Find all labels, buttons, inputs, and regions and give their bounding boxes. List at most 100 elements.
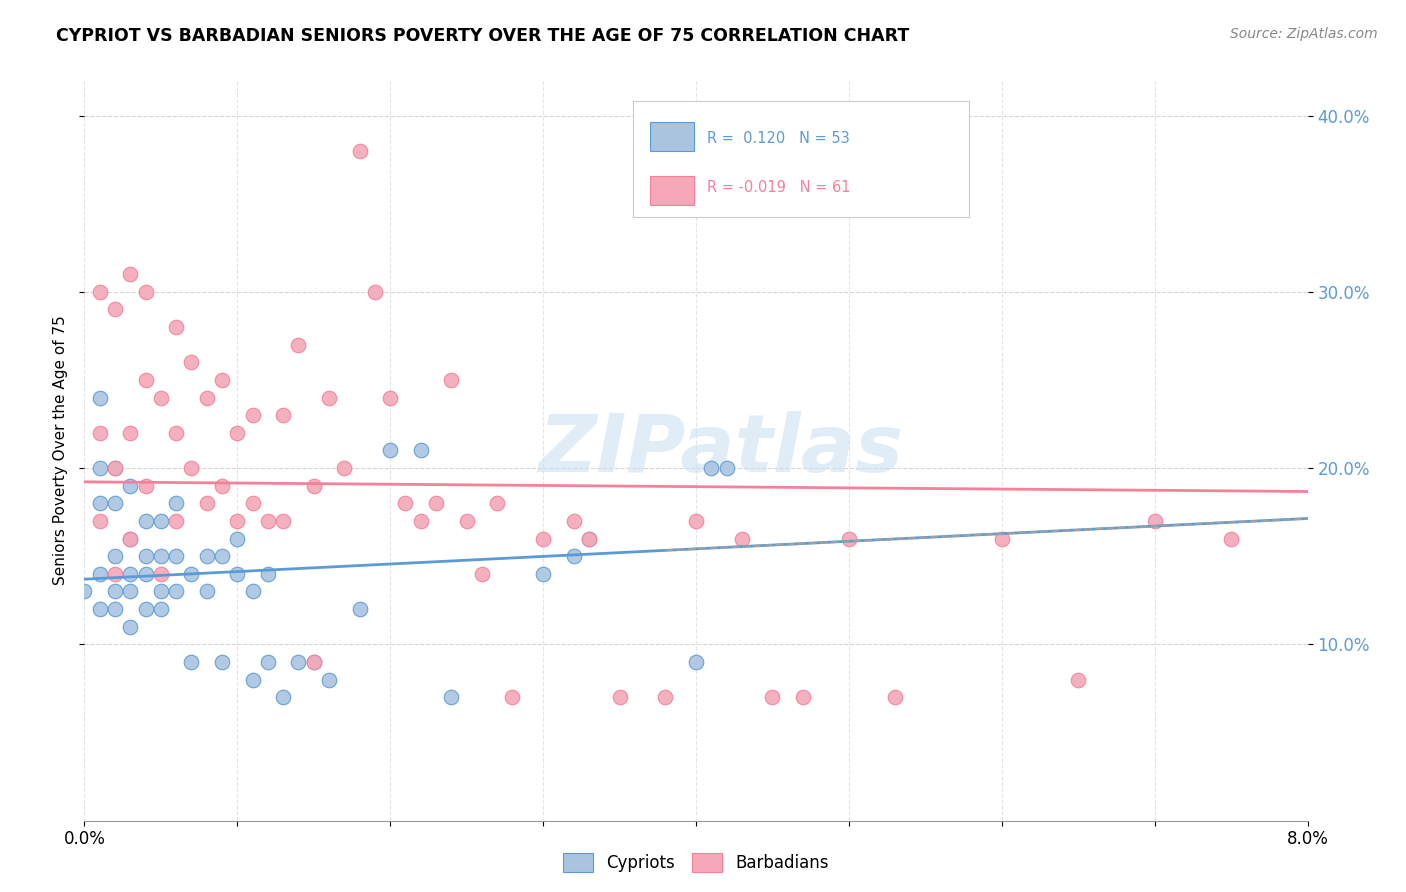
Point	[242, 584, 264, 599]
Point	[149, 566, 172, 581]
Point	[165, 584, 187, 599]
Point	[120, 620, 142, 634]
Point	[271, 408, 294, 422]
Y-axis label: Seniors Poverty Over the Age of 75: Seniors Poverty Over the Age of 75	[53, 316, 69, 585]
Point	[73, 584, 96, 599]
Point	[135, 602, 157, 616]
Point	[211, 479, 233, 493]
Point	[349, 144, 371, 158]
Point	[195, 549, 218, 564]
Point	[1220, 532, 1243, 546]
Point	[135, 514, 157, 528]
Point	[195, 391, 218, 405]
Point	[349, 602, 371, 616]
Point	[149, 514, 172, 528]
Point	[578, 532, 600, 546]
Point	[195, 496, 218, 510]
Point	[104, 566, 127, 581]
Point	[89, 285, 111, 299]
Point	[302, 479, 325, 493]
Point	[165, 514, 187, 528]
Point	[89, 461, 111, 475]
Point	[456, 514, 478, 528]
Point	[120, 267, 142, 281]
Point	[226, 425, 249, 440]
Point	[165, 320, 187, 334]
Point	[180, 355, 202, 369]
Point	[654, 690, 676, 705]
Point	[89, 602, 111, 616]
Point	[562, 514, 585, 528]
Point	[104, 584, 127, 599]
Text: R = -0.019   N = 61: R = -0.019 N = 61	[707, 180, 851, 195]
Point	[257, 514, 280, 528]
FancyBboxPatch shape	[650, 176, 693, 205]
Point	[104, 496, 127, 510]
Point	[700, 461, 723, 475]
Point	[120, 425, 142, 440]
Point	[242, 496, 264, 510]
Point	[716, 461, 738, 475]
Point	[180, 655, 202, 669]
Point	[271, 690, 294, 705]
Point	[242, 673, 264, 687]
Point	[364, 285, 387, 299]
Point	[120, 532, 142, 546]
Point	[271, 514, 294, 528]
Point	[685, 514, 707, 528]
Point	[149, 602, 172, 616]
Point	[89, 425, 111, 440]
Point	[471, 566, 494, 581]
Point	[991, 532, 1014, 546]
Point	[180, 461, 202, 475]
Point	[409, 443, 432, 458]
Point	[165, 425, 187, 440]
Point	[226, 514, 249, 528]
Point	[226, 532, 249, 546]
Point	[135, 285, 157, 299]
Point	[89, 566, 111, 581]
Point	[1143, 514, 1166, 528]
Text: ZIPatlas: ZIPatlas	[538, 411, 903, 490]
Point	[578, 532, 600, 546]
Point	[135, 566, 157, 581]
Point	[104, 461, 127, 475]
Point	[135, 549, 157, 564]
Point	[287, 337, 309, 351]
Point	[761, 690, 783, 705]
Point	[440, 690, 463, 705]
Point	[394, 496, 416, 510]
Text: R =  0.120   N = 53: R = 0.120 N = 53	[707, 130, 851, 145]
Point	[685, 655, 707, 669]
Point	[302, 655, 325, 669]
Point	[318, 673, 340, 687]
Point	[211, 373, 233, 387]
Text: CYPRIOT VS BARBADIAN SENIORS POVERTY OVER THE AGE OF 75 CORRELATION CHART: CYPRIOT VS BARBADIAN SENIORS POVERTY OVE…	[56, 27, 910, 45]
Point	[120, 566, 142, 581]
Point	[302, 655, 325, 669]
Point	[149, 391, 172, 405]
Point	[1067, 673, 1090, 687]
Point	[883, 690, 905, 705]
Point	[380, 391, 402, 405]
Point	[120, 584, 142, 599]
Point	[89, 391, 111, 405]
Point	[242, 408, 264, 422]
Point	[287, 655, 309, 669]
Point	[531, 532, 554, 546]
Point	[135, 479, 157, 493]
Point	[211, 655, 233, 669]
Point	[165, 496, 187, 510]
Point	[380, 443, 402, 458]
Point	[531, 566, 554, 581]
Point	[120, 532, 142, 546]
Text: Source: ZipAtlas.com: Source: ZipAtlas.com	[1230, 27, 1378, 41]
Legend: Cypriots, Barbadians: Cypriots, Barbadians	[557, 847, 835, 879]
Point	[120, 479, 142, 493]
Point	[104, 549, 127, 564]
Point	[609, 690, 631, 705]
Point	[257, 655, 280, 669]
Point	[104, 602, 127, 616]
Point	[149, 584, 172, 599]
Point	[425, 496, 447, 510]
